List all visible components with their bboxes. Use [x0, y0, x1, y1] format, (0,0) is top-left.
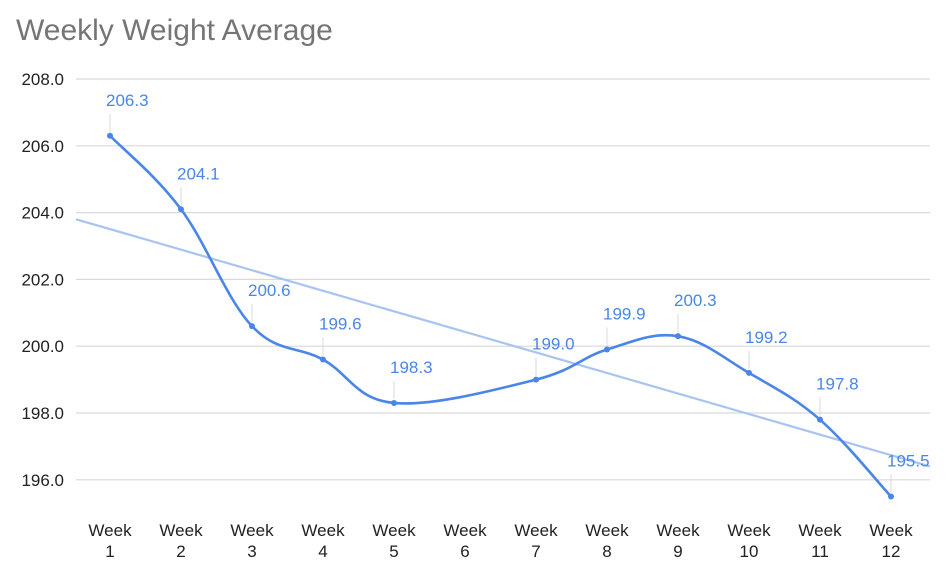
- data-label: 199.9: [603, 305, 646, 324]
- x-tick-label: 4: [318, 542, 327, 561]
- x-axis: Week 1 Week 2 Week 3 Week 4 Week 5 Week 6 Week 7 Week 8…: [88, 521, 913, 561]
- x-tick-label: 12: [882, 542, 901, 561]
- data-point: [249, 323, 255, 330]
- x-tick-label: 8: [602, 542, 611, 561]
- y-tick-label: 202.0: [21, 270, 64, 289]
- x-tick-label: 6: [460, 542, 469, 561]
- x-tick-label: Week: [88, 521, 132, 540]
- data-point: [391, 399, 397, 406]
- data-point: [604, 346, 610, 353]
- chart-title: Weekly Weight Average: [16, 14, 333, 47]
- x-tick-label: Week: [514, 521, 558, 540]
- trendline-path: [75, 218, 931, 468]
- y-tick-label: 200.0: [21, 337, 64, 356]
- x-tick-label: Week: [656, 521, 700, 540]
- data-label: 200.6: [248, 281, 291, 300]
- x-tick-label: 9: [673, 542, 682, 561]
- data-label: 199.0: [532, 335, 575, 354]
- data-label: 197.8: [816, 375, 859, 394]
- x-tick-label: 2: [176, 542, 185, 561]
- data-point: [817, 416, 823, 423]
- x-tick-label: Week: [159, 521, 203, 540]
- x-tick-label: Week: [230, 521, 274, 540]
- series-weight: [107, 132, 894, 500]
- y-tick-label: 206.0: [21, 137, 64, 156]
- y-axis: 196.0 198.0 200.0 202.0 204.0 206.0 208.0: [21, 70, 64, 490]
- data-point: [107, 132, 113, 139]
- x-tick-label: 11: [811, 542, 829, 561]
- series-line: [109, 134, 892, 498]
- x-tick-label: Week: [301, 521, 345, 540]
- data-point: [533, 376, 539, 383]
- data-label: 199.6: [319, 315, 362, 334]
- data-label: 204.1: [177, 164, 220, 183]
- x-tick-label: 5: [389, 542, 398, 561]
- x-tick-label: Week: [585, 521, 629, 540]
- trendline: [75, 218, 931, 468]
- x-tick-label: Week: [869, 521, 913, 540]
- x-tick-label: 10: [740, 542, 759, 561]
- data-point: [178, 206, 184, 213]
- data-label: 199.2: [745, 328, 788, 347]
- data-label: 198.3: [390, 358, 433, 377]
- data-point: [320, 356, 326, 363]
- data-point: [675, 333, 681, 340]
- data-label: 200.3: [674, 291, 717, 310]
- x-tick-label: Week: [798, 521, 842, 540]
- gridlines: [76, 78, 930, 481]
- y-tick-label: 198.0: [21, 404, 64, 423]
- y-tick-label: 208.0: [21, 70, 64, 89]
- data-point: [888, 493, 894, 500]
- x-tick-label: Week: [443, 521, 487, 540]
- x-tick-label: 1: [105, 542, 114, 561]
- x-tick-label: 7: [531, 542, 540, 561]
- x-tick-label: 3: [247, 542, 256, 561]
- y-tick-label: 204.0: [21, 204, 64, 223]
- data-point: [746, 369, 752, 376]
- x-tick-label: Week: [727, 521, 771, 540]
- data-label: 195.5: [887, 452, 930, 471]
- data-label: 206.3: [106, 91, 149, 110]
- data-labels: 206.3 204.1 200.6 199.6 198.3 199.0 199.9 200.3…: [106, 91, 930, 493]
- x-tick-label: Week: [372, 521, 416, 540]
- y-tick-label: 196.0: [21, 471, 64, 490]
